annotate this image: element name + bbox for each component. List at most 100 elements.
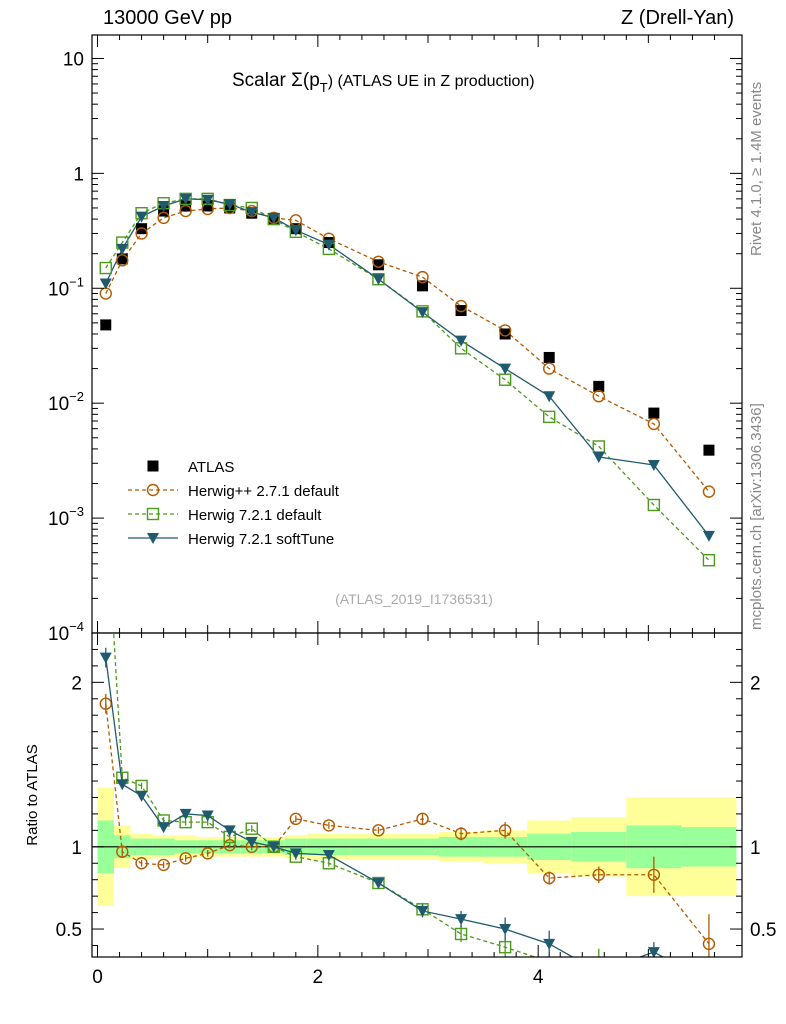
herwig-2-7-1-default-ratio-point [702,937,716,951]
herwig-7-2-1-softtune-ratio-point [455,914,468,926]
title-subscript: T [320,80,328,95]
x-tick-label: 2 [313,967,324,988]
tick-base: 10 [48,624,69,645]
herwig-7-2-1-default-ratio-group [112,633,600,957]
herwig-7-2-1-default-main-line [105,198,710,561]
herwig-7-2-1-softtune-point [267,212,280,224]
legend-marker-atlas [147,460,159,472]
herwig-2-7-1-default-ratio-point [543,871,556,885]
legend-label-atlas: ATLAS [188,459,234,476]
herwig-7-2-1-softtune-point [223,199,236,211]
herwig-2-7-1-default-point [498,324,512,337]
ratio-y-tick-label-left: 1 [71,838,82,859]
atlas-point [417,280,429,292]
legend-marker-herwig-7-2-1-default [146,507,160,521]
ratio-y-tick-label-right: 1 [750,838,761,859]
atlas-point [202,200,214,212]
herwig-7-2-1-softtune-ratio-point [372,877,385,889]
main-y-tick-label: 10 [63,49,84,70]
herwig-7-2-1-softtune-ratio-point [499,924,512,936]
main-y-tick-label: 10−2 [48,389,84,415]
herwig-7-2-1-softtune-point [647,459,660,471]
herwig-2-7-1-default-ratio-point [592,868,605,881]
herwig-7-2-1-softtune-ratio-point [223,825,236,837]
chart-title: Scalar Σ(pT) (ATLAS UE in Z production) [232,70,535,95]
herwig-7-2-1-softtune-point [99,278,112,290]
herwig-7-2-1-softtune-ratio-point [289,848,302,860]
herwig-7-2-1-softtune-ratio-point [116,779,129,791]
legend-marker-herwig-7-2-1-softtune [147,533,159,544]
ratio-y-tick-label-left: 0.5 [56,920,82,941]
herwig-7-2-1-default-point [543,410,556,424]
legend: ATLAS Herwig++ 2.7.1 default Herwig 7.2.1 … [128,459,340,548]
herwig-2-7-1-default-point [592,390,605,403]
herwig-7-2-1-softtune-ratio-group [99,647,665,957]
herwig-7-2-1-softtune-point [543,391,556,403]
atlas-point [648,407,660,419]
herwig-7-2-1-softtune-point [455,335,468,347]
uncertainty-bands [92,787,742,907]
atlas-point [372,259,384,271]
atlas-point [116,253,128,265]
herwig-2-7-1-default-ratio-point [372,824,385,837]
herwig-7-2-1-softtune-ratio-point [135,790,148,802]
herwig-2-7-1-default-point [416,270,429,284]
herwig-7-2-1-default-ratio-point [498,940,512,954]
herwig-7-2-1-softtune-point [201,194,214,206]
tick-exponent: −4 [69,619,84,634]
herwig-2-7-1-default-point [157,211,170,225]
herwig-2-7-1-default-point [372,255,385,268]
herwig-2-7-1-default-ratio-point [116,845,129,858]
herwig-2-7-1-default-ratio-point [647,868,661,881]
herwig-7-2-1-softtune-ratio-point [157,822,170,834]
tick-exponent: −3 [69,504,84,519]
tick-exponent: −1 [69,274,84,289]
herwig-7-2-1-softtune-ratio-point [201,810,214,822]
herwig-7-2-1-softtune-ratio-point [322,850,335,862]
herwig-7-2-1-softtune-point [179,193,192,205]
herwig-7-2-1-softtune-point [592,452,605,464]
herwig-2-7-1-default-ratio-point [201,847,214,860]
watermark: (ATLAS_2019_I1736531) [335,591,493,607]
atlas-point [593,380,605,392]
herwig-7-2-1-softtune-ratio-point [416,905,429,917]
herwig-2-7-1-default-point [543,362,556,375]
title-prefix: Scalar Σ(p [232,70,320,91]
herwig-2-7-1-default-ratio-point [135,857,148,870]
atlas-point [543,351,555,363]
header-channel: Z (Drell-Yan) [621,7,734,29]
herwig-2-7-1-default-point [454,299,468,313]
tick-exponent: −2 [69,389,84,404]
herwig-2-7-1-default-ratio-point [322,819,336,832]
herwig-7-2-1-softtune-point [322,239,335,251]
title-suffix: ) (ATLAS UE in Z production) [328,73,535,90]
legend-label-herwig-7-2-1-default: Herwig 7.2.1 default [188,507,322,524]
atlas-point [455,305,467,317]
atlas-point [703,444,715,456]
herwig-7-2-1-default-ratio-point [454,927,468,941]
x-tick-label: 4 [533,967,544,988]
legend-label-herwig-2-7-1-default: Herwig++ 2.7.1 default [188,483,340,500]
main-y-tick-label: 1 [73,164,84,185]
herwig-7-2-1-softtune-ratio-point [245,836,258,848]
herwig-7-2-1-default-point [702,554,716,567]
tick-base: 10 [63,49,84,70]
herwig-7-2-1-softtune-point [702,530,715,542]
herwig-7-2-1-softtune-ratio-point [543,938,556,950]
herwig-7-2-1-default-point [99,261,112,275]
header-process: 13000 GeV pp [103,7,232,29]
herwig-2-7-1-default-point [179,204,192,218]
herwig-7-2-1-softtune-point [372,274,385,286]
tick-base: 10 [48,509,69,530]
main-y-tick-label: 10−4 [48,619,84,645]
x-tick-label: 0 [92,967,103,988]
ratio-y-axis-label: Ratio to ATLAS [24,744,41,845]
atlas-point [100,319,112,331]
herwig-7-2-1-softtune-ratio-point [99,652,112,664]
herwig-2-7-1-default-ratio-point [416,812,429,826]
herwig-2-7-1-default-ratio-point [157,858,170,872]
main-y-tick-label: 10−1 [48,274,84,300]
legend-marker-herwig-2-7-1-default [146,483,160,497]
herwig-7-2-1-softtune-point [157,200,170,212]
herwig-2-7-1-default-ratio-point [498,824,512,837]
